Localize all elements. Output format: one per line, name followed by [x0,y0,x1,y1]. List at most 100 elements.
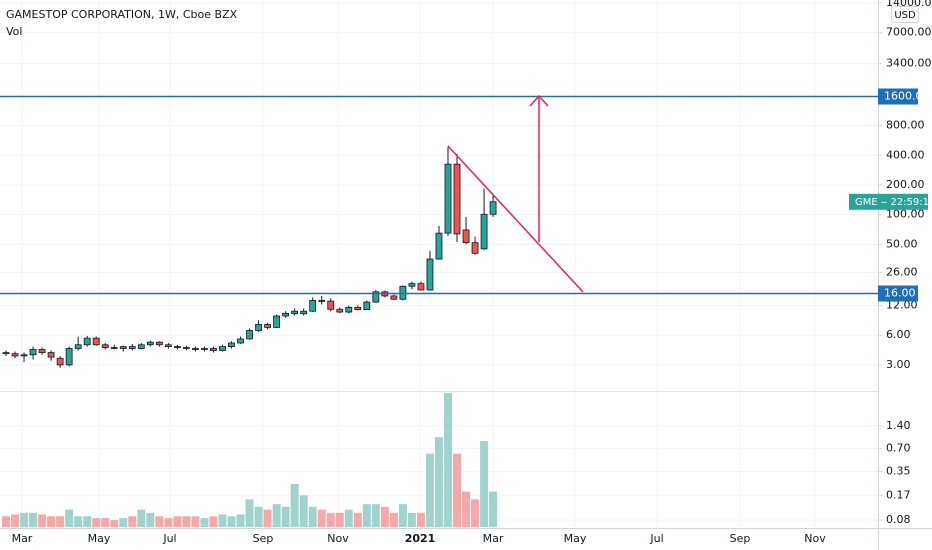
candle-body [372,291,380,303]
candle-body [101,344,109,348]
volume-bar [416,512,425,527]
candle-body [345,306,353,313]
volume-bar [200,518,209,527]
candle-body [137,344,145,349]
candle-body [435,232,443,260]
candle-body [47,352,55,358]
level-tag-label: 16.00 [884,287,916,300]
candle-body [471,242,479,254]
x-tick-label: Mar [12,532,33,545]
volume-tick-label: 0.35 [886,464,911,477]
currency-box[interactable] [891,6,919,23]
candle-body [65,348,73,366]
arrow-head [529,94,549,107]
y-tick-label: 6.00 [886,328,911,341]
y-tick-label: 7000.00 [886,26,932,39]
volume-bar [173,516,182,527]
x-tick-label: May [564,532,587,545]
trend-line [447,145,584,293]
volume-bar [326,512,335,527]
volume-bar [218,514,227,527]
axis-layer: 14000.00 7000.00 3400.00 800.00 400.00 200.00… [12,0,932,545]
volume-bar [290,483,299,527]
volume-tick-label: 1.40 [886,419,911,432]
level-tag [878,285,918,302]
volume-bar [137,509,146,527]
volume-bar [1,516,10,527]
volume-bar [74,516,83,527]
volume-bar [56,516,65,527]
candle-body [390,295,398,300]
x-tick-label: 2021 [405,532,436,545]
candle-body [363,301,371,311]
volume-label: Vol [6,25,22,38]
volume-bar [110,520,119,527]
level-tag [878,88,918,105]
candle-body [2,352,10,355]
currency-label[interactable]: USD [894,10,916,21]
volume-tick-label: 0.08 [886,513,911,526]
price-tag-label: GME ‒ 22:59:18 [855,197,932,208]
y-tick-label: 50.00 [886,237,918,250]
candle-body [300,310,308,315]
candle-body [489,201,497,215]
volume-bar [471,499,480,527]
candle-body [20,354,28,357]
volume-bar [389,512,398,527]
volume-bar [101,518,110,527]
y-tick-label: 3400.00 [886,57,932,70]
volume-bar [425,453,434,527]
volume-bar [182,516,191,527]
candle-body [219,346,226,351]
y-tick-label: 100.00 [886,208,925,221]
y-tick-label: 14000.00 [886,0,932,9]
volume-tick-label: 0.70 [886,442,911,455]
candle-body [255,324,262,331]
candle-body [83,337,91,346]
volume-bar [119,518,128,527]
y-tick-label: 3.00 [886,358,911,371]
volume-bar [20,512,29,527]
candle-body [146,341,154,346]
volume-bar [65,509,74,527]
candle-body [336,308,344,313]
candle-body [110,347,118,349]
volume-bar [155,516,164,527]
volume-bar [92,518,101,527]
y-tick-label: 800.00 [886,119,925,132]
volume-bar [335,512,344,527]
candle-body [417,283,425,291]
candle-body [164,344,172,347]
volume-bar [146,512,155,527]
x-tick-label: Nov [804,532,826,545]
volume-bar [245,499,254,527]
x-tick-label: Mar [483,532,504,545]
candle-body [453,163,461,235]
candle-body [354,306,362,311]
candle-body [327,300,335,310]
volume-bar [83,516,92,527]
candle-body [318,300,326,302]
volume-bar [254,506,263,527]
candle-body [399,285,407,300]
x-tick-label: Sep [253,532,274,545]
candle-body [273,315,281,328]
volume-bar [227,516,236,527]
candle-body [173,346,181,348]
candle-body [237,338,244,344]
candle-body [92,337,100,346]
candle-body [444,163,452,234]
candle-body [38,349,46,353]
volume-bar [371,504,380,527]
candle-layer [2,147,497,368]
volume-bar [209,516,218,527]
candle-body [201,348,208,350]
volume-bar [434,437,443,527]
y-tick-label: 400.00 [886,148,925,161]
volume-bar [29,512,38,527]
candle-body [119,346,127,349]
volume-bar [263,509,272,527]
volume-bar [407,512,416,527]
